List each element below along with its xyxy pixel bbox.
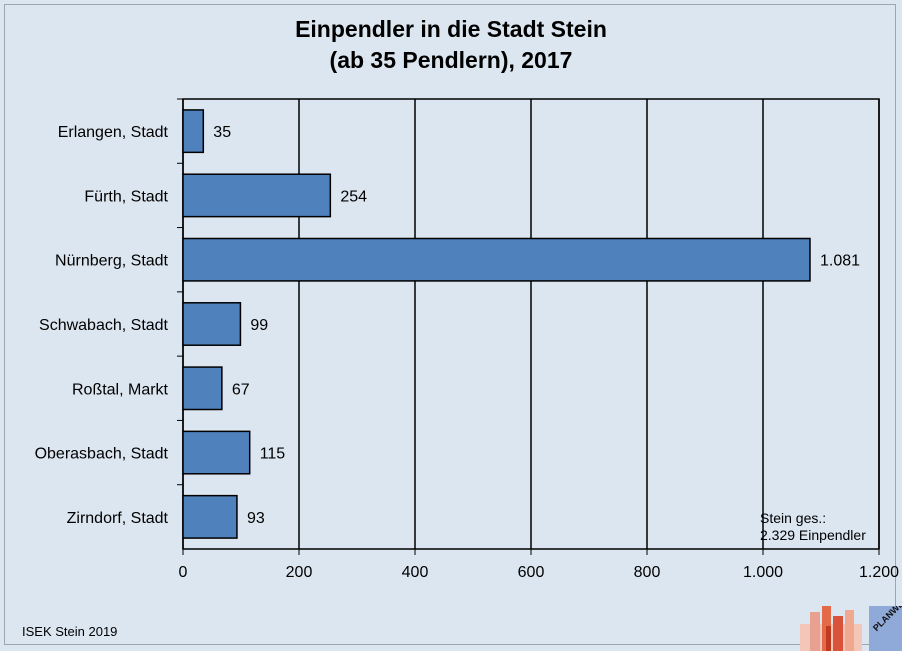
x-tick-label: 400 — [402, 564, 429, 581]
bar-value-label: 254 — [340, 188, 367, 205]
bar — [182, 430, 251, 475]
category-label: Nürnberg, Stadt — [55, 253, 169, 270]
bar — [182, 302, 242, 346]
bar — [182, 237, 811, 282]
bar — [182, 494, 238, 539]
bar-value-label: 67 — [232, 381, 250, 398]
footer-source: ISEK Stein 2019 — [22, 624, 118, 639]
bar-value-label: 1.081 — [820, 253, 860, 270]
city-logo-icon — [800, 606, 862, 651]
category-label: Fürth, Stadt — [84, 188, 168, 205]
category-label: Roßtal, Markt — [72, 381, 169, 398]
bar — [182, 173, 332, 218]
bar-value-label: 35 — [213, 124, 231, 141]
total-annotation-value: 2.329 Einpendler — [760, 527, 866, 543]
bar-value-label: 93 — [247, 510, 265, 527]
x-tick-label: 200 — [286, 564, 313, 581]
chart-frame — [4, 4, 896, 645]
chart-title: Einpendler in die Stadt Stein — [295, 16, 607, 42]
x-tick-label: 800 — [634, 564, 661, 581]
category-label: Oberasbach, Stadt — [35, 446, 169, 463]
category-label: Schwabach, Stadt — [39, 317, 169, 334]
bar — [182, 109, 205, 154]
planwerk-logo-text: PLANWERK — [871, 606, 902, 634]
bar — [182, 366, 223, 411]
total-annotation-label: Stein ges.: — [760, 510, 827, 526]
x-tick-label: 0 — [179, 564, 188, 581]
category-label: Zirndorf, Stadt — [67, 510, 169, 527]
x-tick-label: 1.000 — [743, 564, 783, 581]
category-label: Erlangen, Stadt — [58, 124, 169, 141]
x-tick-label: 1.200 — [859, 564, 899, 581]
bar-value-label: 99 — [250, 317, 268, 334]
chart-subtitle: (ab 35 Pendlern), 2017 — [329, 47, 573, 73]
bar-value-label: 115 — [260, 446, 286, 463]
x-tick-label: 600 — [518, 564, 545, 581]
planwerk-logo-icon: PLANWERK — [869, 606, 902, 651]
